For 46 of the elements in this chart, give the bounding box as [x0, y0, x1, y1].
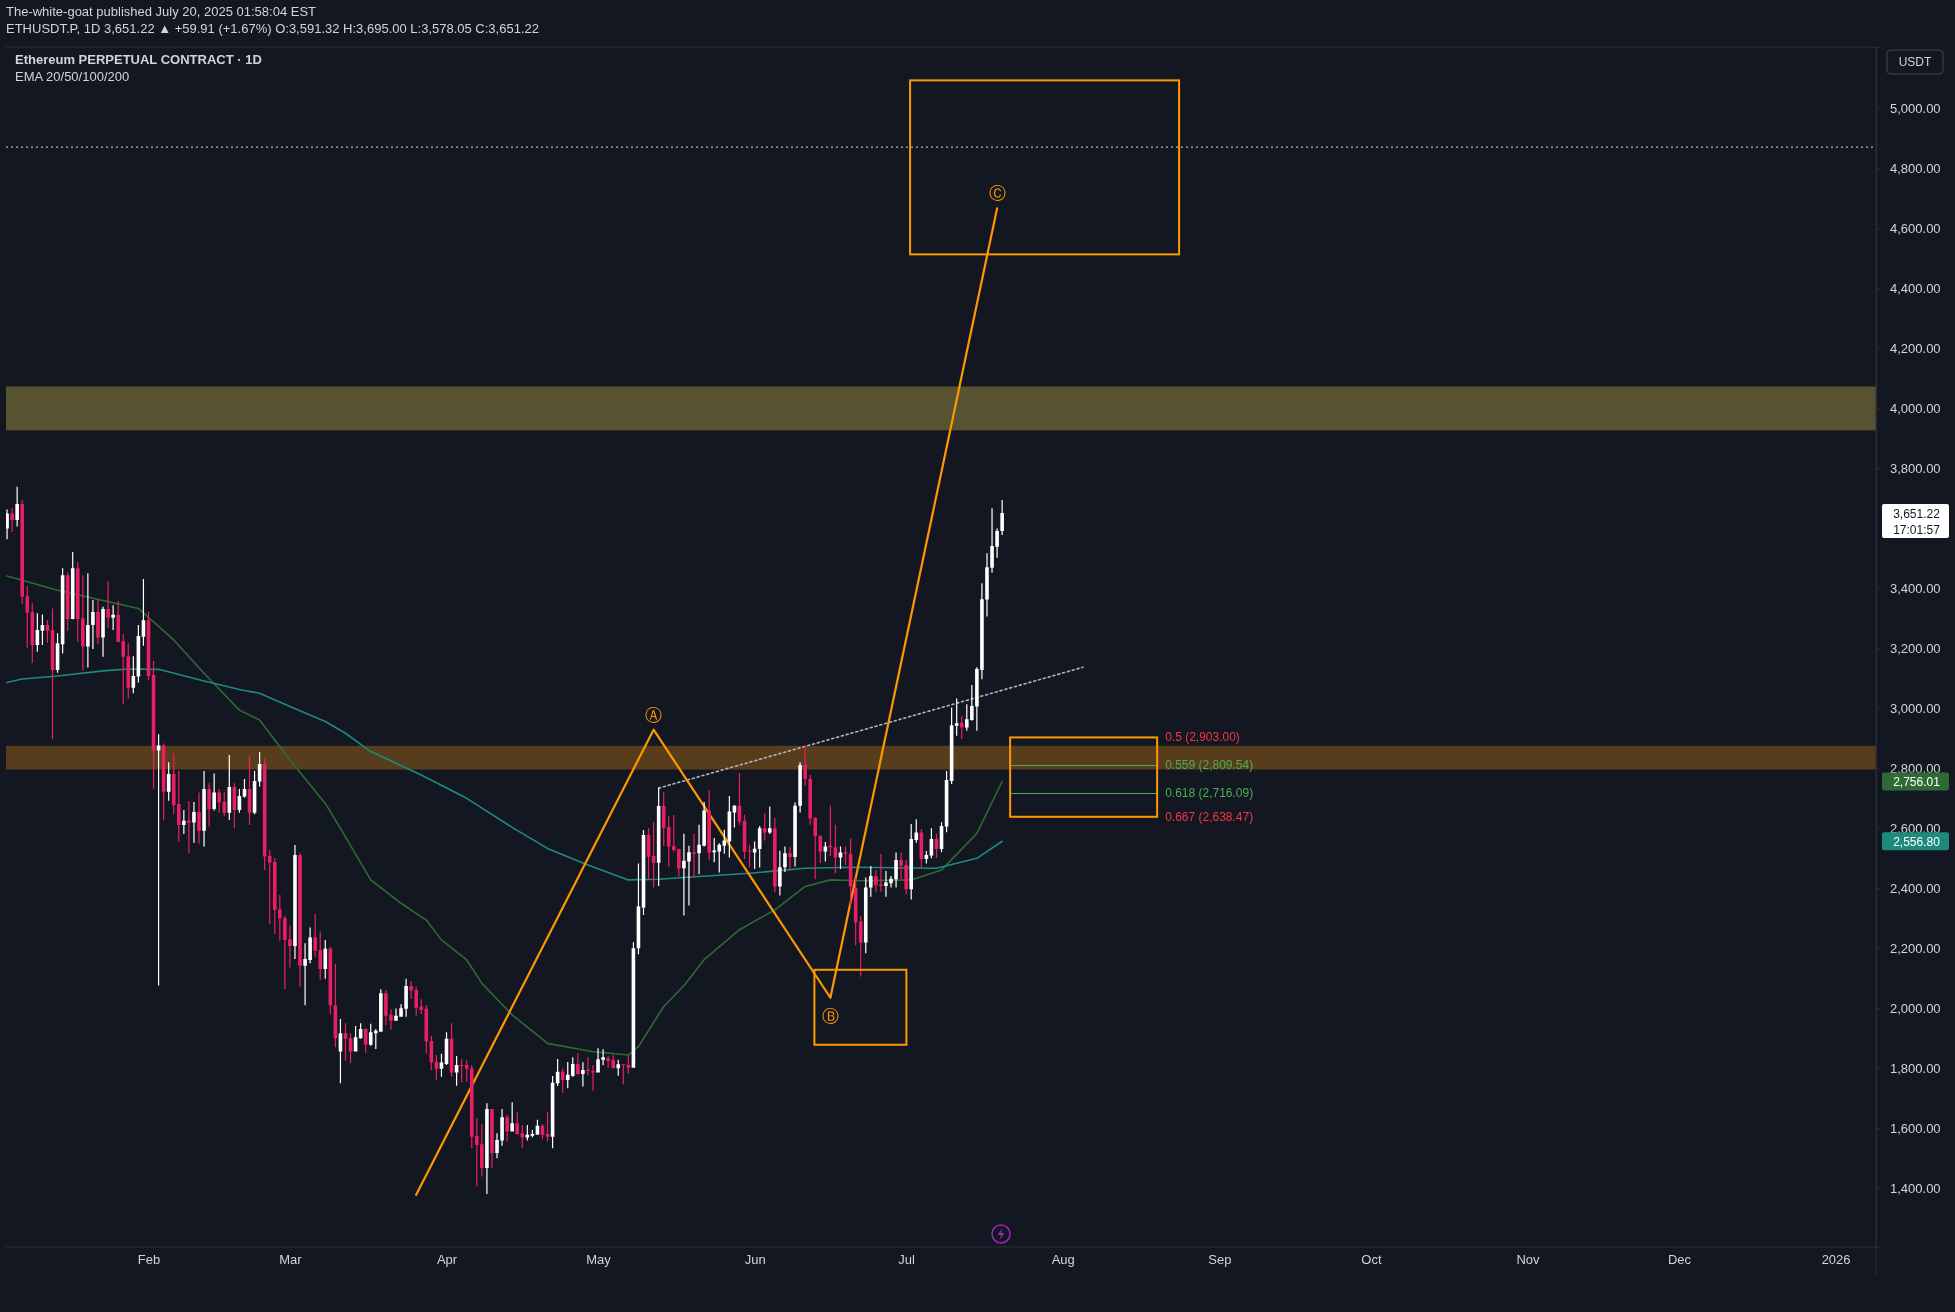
x-tick-label: Jun — [744, 1252, 766, 1268]
y-tick-label: 3,200.00 — [1890, 641, 1941, 657]
text: EMA 20/50/100/200 — [15, 69, 130, 84]
x-tick-label: May — [586, 1252, 612, 1268]
x-tick-label: Apr — [436, 1252, 458, 1268]
y-tick-label: 4,800.00 — [1890, 161, 1941, 177]
x-tick-label: Sep — [1208, 1252, 1232, 1268]
ref-line-label: 0.5 (2,903.00) — [1165, 730, 1240, 745]
ref-line-label: 0.559 (2,809.54) — [1165, 758, 1254, 773]
y-tick-label: 2,400.00 — [1890, 880, 1941, 896]
x-tick-label: Mar — [279, 1252, 303, 1268]
text: The-white-goat published July 20, 2025 01:58:04 EST — [6, 4, 317, 19]
x-tick-label: Aug — [1051, 1252, 1075, 1268]
y-tick-label: 4,000.00 — [1890, 401, 1941, 417]
y-tick-label: 2,200.00 — [1890, 940, 1941, 956]
y-tick-label: 2,800.00 — [1890, 760, 1941, 776]
annotation: Ⓐ — [645, 705, 663, 725]
x-tick-label: Oct — [1361, 1252, 1382, 1268]
y-tick-label: 5,000.00 — [1890, 101, 1941, 117]
ref-line-label: 0.667 (2,638.47) — [1165, 809, 1254, 824]
annotation: Ⓒ — [988, 184, 1006, 204]
x-tick-label: Nov — [1516, 1252, 1541, 1268]
y-tick-label: 4,600.00 — [1890, 221, 1941, 237]
annotation: Ⓑ — [821, 1006, 839, 1026]
x-tick-label: Jul — [898, 1252, 916, 1268]
y-tick-label: 2,600.00 — [1890, 820, 1941, 836]
y-tick-label: 2,000.00 — [1890, 1000, 1941, 1016]
y-tick-label: 3,400.00 — [1890, 581, 1941, 597]
x-tick-label: 2026 — [1821, 1252, 1851, 1268]
ref-line-label: 0.618 (2,716.09) — [1165, 786, 1254, 801]
y-tick-label: 1,600.00 — [1890, 1120, 1941, 1136]
y-tick-label: 1,800.00 — [1890, 1060, 1941, 1076]
text: USDT — [1898, 55, 1932, 69]
x-tick-label: Feb — [137, 1252, 161, 1268]
text: ETHUSDT.P, 1D 3,651.22 ▲ +59.91 (+1.67%) O:3,591.32 H:3,695.00 L:3,578.05 C:3,651.22 — [6, 21, 539, 36]
y-tick-label: 4,200.00 — [1890, 341, 1941, 357]
y-tick-label: 3,800.00 — [1890, 461, 1941, 477]
text: 17:01:57 — [1893, 522, 1941, 537]
x-tick-label: Dec — [1667, 1252, 1692, 1268]
text: 3,651.22 — [1893, 506, 1941, 521]
text: 2,756.01 — [1893, 775, 1941, 790]
y-tick-label: 3,000.00 — [1890, 700, 1941, 716]
y-tick-label: 4,400.00 — [1890, 281, 1941, 297]
chart-title: Ethereum PERPETUAL CONTRACT · 1D — [15, 52, 262, 67]
text: 2,556.80 — [1893, 834, 1941, 849]
y-tick-label: 1,400.00 — [1890, 1180, 1941, 1196]
